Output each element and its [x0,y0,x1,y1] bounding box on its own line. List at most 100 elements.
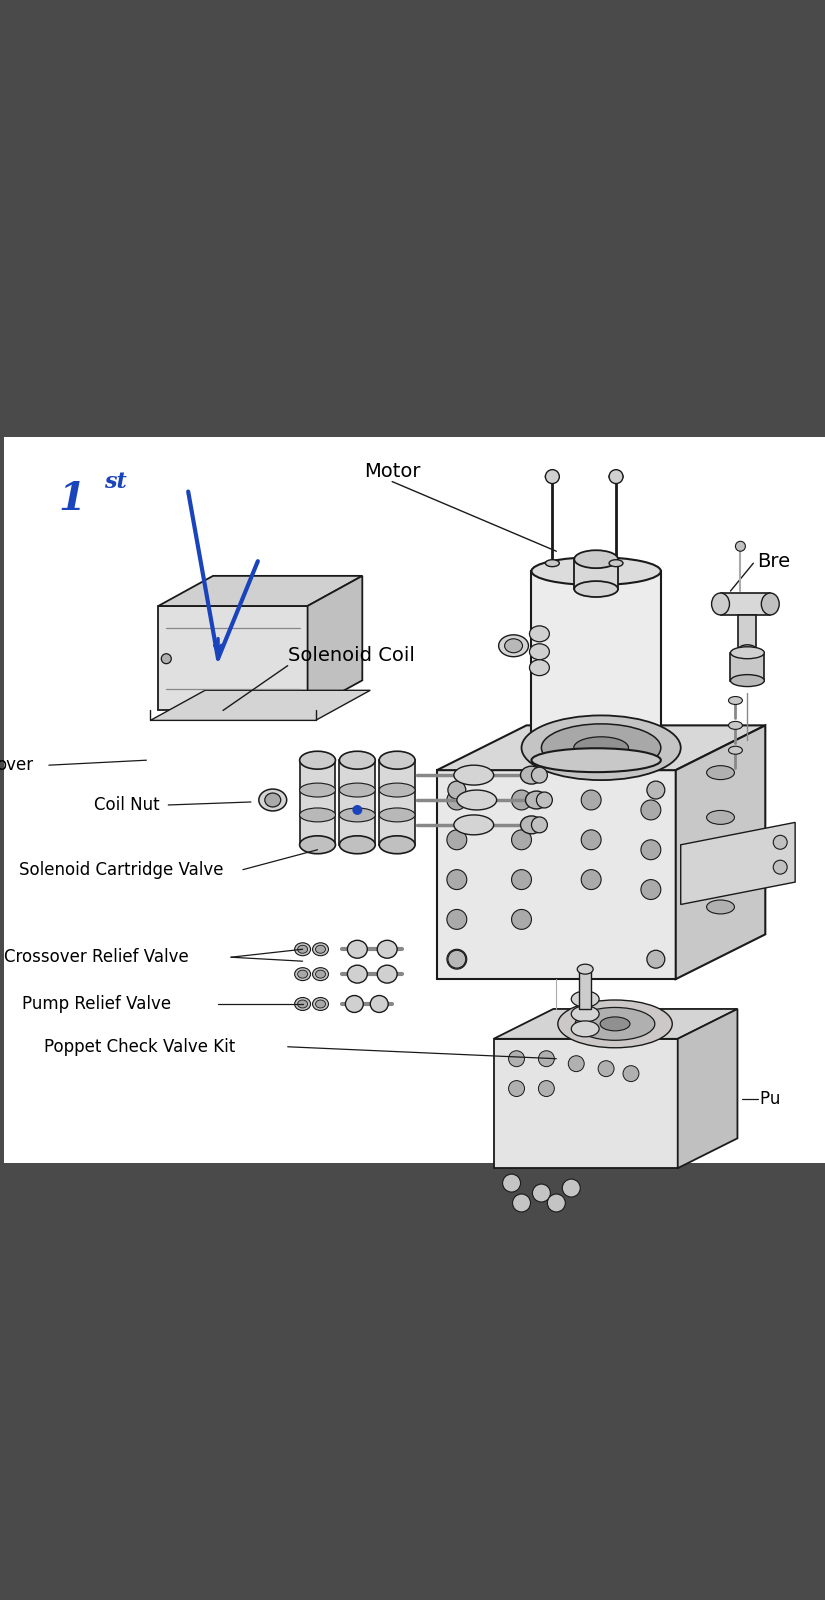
Bar [574,560,618,589]
Circle shape [448,781,466,798]
Text: st: st [104,470,126,493]
Circle shape [447,830,467,850]
Ellipse shape [531,749,661,773]
Ellipse shape [377,941,397,958]
Circle shape [447,949,467,970]
Ellipse shape [728,746,742,754]
Circle shape [545,470,559,483]
Ellipse shape [298,970,308,978]
Ellipse shape [521,715,681,781]
Ellipse shape [545,560,559,566]
Ellipse shape [609,474,623,480]
Circle shape [448,950,466,968]
Text: Solenoid Cartridge Valve: Solenoid Cartridge Valve [19,861,224,878]
Text: Motor: Motor [364,462,421,482]
Ellipse shape [339,835,375,854]
Text: over: over [0,757,33,774]
Polygon shape [308,576,362,710]
Ellipse shape [313,942,328,955]
Ellipse shape [454,814,493,835]
Bar [720,594,771,614]
Ellipse shape [346,995,363,1013]
Circle shape [623,1066,639,1082]
Circle shape [508,1051,525,1067]
Ellipse shape [377,965,397,982]
Ellipse shape [574,581,618,597]
Bar [299,760,336,845]
Polygon shape [676,725,766,979]
Circle shape [641,800,661,819]
Circle shape [641,840,661,859]
Bar [579,970,592,1010]
Circle shape [512,830,531,850]
Ellipse shape [521,816,542,834]
Ellipse shape [521,766,542,784]
Circle shape [512,790,531,810]
Ellipse shape [315,1000,326,1008]
Ellipse shape [339,752,375,770]
Ellipse shape [706,901,734,914]
Ellipse shape [380,782,415,797]
Ellipse shape [295,968,310,981]
Ellipse shape [298,946,308,954]
Circle shape [512,909,531,930]
Text: 1: 1 [59,480,85,518]
Circle shape [502,1174,521,1192]
Ellipse shape [313,968,328,981]
Circle shape [536,792,553,808]
Ellipse shape [571,1006,599,1022]
Ellipse shape [295,997,310,1011]
Bar [339,760,375,845]
Ellipse shape [545,474,559,480]
Circle shape [563,1179,580,1197]
Bar [738,614,757,650]
Ellipse shape [505,638,522,653]
Circle shape [447,909,467,930]
Ellipse shape [370,995,389,1013]
Circle shape [735,541,746,552]
Circle shape [532,1184,550,1202]
Circle shape [531,818,547,834]
Ellipse shape [578,965,593,974]
Ellipse shape [574,550,618,568]
Polygon shape [437,725,766,770]
Ellipse shape [706,811,734,824]
Ellipse shape [728,696,742,704]
Circle shape [512,1194,530,1211]
Ellipse shape [457,790,497,810]
Ellipse shape [339,782,375,797]
Circle shape [547,1194,565,1211]
Ellipse shape [259,789,286,811]
Bar [4,1163,825,1597]
Circle shape [512,870,531,890]
Ellipse shape [571,990,599,1006]
Ellipse shape [600,1018,630,1030]
Text: Pump Relief Valve: Pump Relief Valve [22,995,171,1013]
Circle shape [647,950,665,968]
Ellipse shape [712,594,729,614]
Ellipse shape [738,645,757,654]
Bar [531,571,661,760]
Ellipse shape [347,965,367,982]
Polygon shape [493,1038,677,1168]
Circle shape [598,1061,614,1077]
Ellipse shape [530,659,549,675]
Ellipse shape [498,635,529,656]
Text: Bre: Bre [757,552,790,571]
Ellipse shape [728,722,742,730]
Polygon shape [150,690,370,720]
Ellipse shape [706,766,734,779]
Bar [730,653,764,680]
Circle shape [352,805,362,814]
Circle shape [582,790,601,810]
Text: Poppet Check Valve Kit: Poppet Check Valve Kit [44,1038,235,1056]
Polygon shape [681,822,795,904]
Text: Coil Nut: Coil Nut [94,795,159,814]
Circle shape [582,830,601,850]
Circle shape [447,870,467,890]
Ellipse shape [299,782,336,797]
Ellipse shape [761,594,780,614]
Ellipse shape [609,560,623,566]
Circle shape [773,835,787,850]
Circle shape [568,1056,584,1072]
